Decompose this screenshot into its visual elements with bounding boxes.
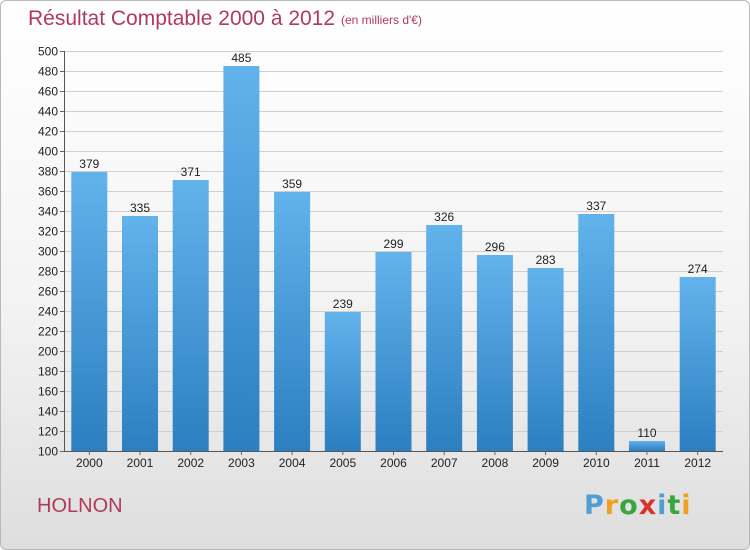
x-tick-label: 2001 [127, 456, 154, 470]
y-tick-label: 400 [38, 145, 58, 159]
data-label: 379 [79, 157, 99, 171]
y-tick-label: 440 [38, 105, 58, 119]
y-tick-label: 100 [38, 445, 58, 459]
data-label: 371 [181, 165, 201, 179]
labels: 100 120 140 160 180 200 220 240 260 280 300 320 340 3… [38, 45, 711, 471]
data-label: 299 [383, 237, 403, 251]
y-tick-label: 180 [38, 365, 58, 379]
x-tick-label: 2010 [583, 456, 610, 470]
logo-letter: i [681, 490, 692, 521]
logo-letter: t [667, 490, 682, 521]
x-tick-label: 2003 [228, 456, 255, 470]
data-label: 337 [586, 199, 606, 213]
bar [172, 180, 209, 451]
y-tick-label: 360 [38, 185, 58, 199]
x-tick-label: 2002 [177, 456, 204, 470]
logo-letter: o [619, 490, 639, 521]
x-tick-label: 2000 [76, 456, 103, 470]
y-tick-label: 220 [38, 325, 58, 339]
data-label: 239 [333, 297, 353, 311]
bar [578, 214, 615, 451]
x-tick-label: 2004 [279, 456, 306, 470]
y-tick-label: 500 [38, 45, 58, 59]
data-label: 274 [688, 262, 708, 276]
x-tick-label: 2005 [329, 456, 356, 470]
y-tick-label: 140 [38, 405, 58, 419]
y-tick-label: 420 [38, 125, 58, 139]
bar [679, 277, 716, 451]
data-label: 283 [536, 253, 556, 267]
bar [426, 225, 463, 451]
x-tick-label: 2009 [532, 456, 559, 470]
y-tick-label: 280 [38, 265, 58, 279]
x-tick-label: 2012 [684, 456, 711, 470]
bar [527, 268, 564, 451]
bar [71, 172, 108, 451]
y-tick-label: 480 [38, 65, 58, 79]
y-tick-label: 380 [38, 165, 58, 179]
bar [274, 192, 311, 451]
x-tick-label: 2011 [634, 456, 660, 470]
data-label: 296 [485, 240, 505, 254]
x-tick-label: 2008 [482, 456, 509, 470]
data-label: 110 [637, 426, 656, 440]
chart-title: Résultat Comptable 2000 à 2012 [28, 7, 336, 30]
y-tick-label: 340 [38, 205, 58, 219]
y-tick-label: 160 [38, 385, 58, 399]
data-label: 335 [130, 201, 150, 215]
x-tick-label: 2006 [380, 456, 407, 470]
proxiti-logo: Proxiti [584, 490, 692, 521]
bars [71, 66, 716, 451]
y-tick-label: 240 [38, 305, 58, 319]
logo-letter: x [638, 490, 658, 521]
chart-subtitle: (en milliers d'€) [341, 13, 422, 27]
logo-letter: i [657, 490, 668, 521]
bar [629, 441, 665, 451]
bar [223, 66, 260, 451]
y-tick-label: 320 [38, 225, 58, 239]
bar [375, 252, 412, 451]
bar [122, 216, 158, 451]
data-label: 359 [282, 177, 302, 191]
bar [476, 255, 513, 451]
axes [60, 51, 723, 455]
logo-letter: r [604, 490, 620, 521]
y-tick-label: 200 [38, 345, 58, 359]
logo-letter: P [584, 490, 605, 521]
y-tick-label: 260 [38, 285, 58, 299]
y-tick-label: 460 [38, 85, 58, 99]
commune-name: HOLNON [37, 495, 123, 517]
x-tick-label: 2007 [431, 456, 458, 470]
bar [324, 312, 361, 451]
data-label: 326 [434, 210, 454, 224]
y-tick-label: 120 [38, 425, 58, 439]
y-tick-label: 300 [38, 245, 58, 259]
data-label: 485 [231, 51, 251, 65]
